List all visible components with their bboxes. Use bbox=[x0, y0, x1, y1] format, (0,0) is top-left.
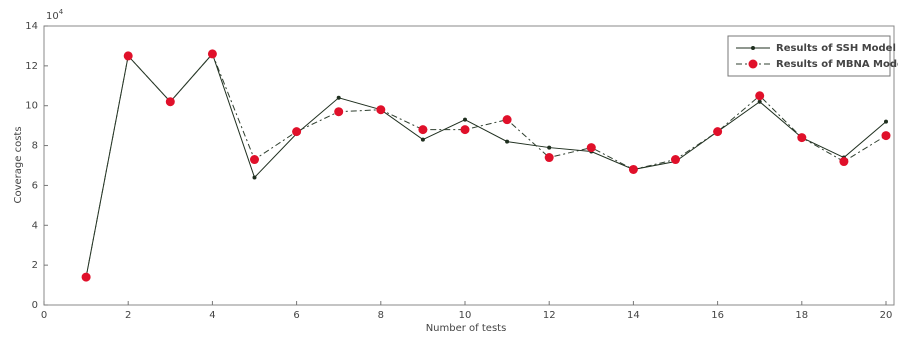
data-point bbox=[460, 125, 470, 135]
data-point bbox=[376, 105, 386, 115]
plot-frame bbox=[43, 25, 895, 306]
legend-label: Results of MBNA Model bbox=[776, 59, 898, 70]
x-tick-label: 8 bbox=[378, 310, 384, 321]
legend-label: Results of SSH Model bbox=[776, 43, 896, 54]
data-point bbox=[628, 164, 638, 174]
data-point bbox=[463, 117, 467, 122]
data-point bbox=[884, 119, 888, 124]
data-point bbox=[713, 127, 723, 137]
legend-marker bbox=[748, 59, 758, 69]
data-point bbox=[502, 115, 512, 125]
legend bbox=[727, 35, 891, 77]
data-point bbox=[757, 99, 762, 104]
y-tick-label: 4 bbox=[32, 220, 38, 231]
x-tick-label: 4 bbox=[209, 310, 215, 321]
data-point bbox=[165, 97, 175, 107]
x-tick-label: 2 bbox=[125, 310, 131, 321]
legend-marker bbox=[751, 46, 755, 50]
x-tick-label: 0 bbox=[41, 310, 47, 321]
y-tick-label: 14 bbox=[25, 21, 38, 32]
y-tick-label: 6 bbox=[32, 180, 38, 191]
x-tick-label: 20 bbox=[880, 310, 893, 321]
data-point bbox=[123, 51, 133, 61]
x-tick-label: 12 bbox=[543, 310, 556, 321]
data-point bbox=[292, 127, 302, 137]
series-line bbox=[85, 52, 887, 278]
x-tick-label: 10 bbox=[459, 310, 472, 321]
data-point bbox=[671, 155, 680, 165]
y-multiplier: 104 bbox=[46, 8, 64, 22]
x-tick-label: 16 bbox=[711, 310, 724, 321]
data-point bbox=[797, 133, 807, 143]
data-point bbox=[544, 153, 554, 163]
data-point bbox=[252, 175, 257, 180]
data-point bbox=[418, 125, 428, 135]
y-axis-label: Coverage costs bbox=[13, 126, 24, 203]
data-point bbox=[881, 131, 891, 141]
data-point bbox=[250, 155, 259, 165]
x-tick-label: 18 bbox=[795, 310, 808, 321]
data-point bbox=[336, 95, 341, 100]
data-point bbox=[505, 139, 510, 144]
x-axis-label: Number of tests bbox=[426, 323, 507, 334]
data-point bbox=[839, 157, 849, 167]
x-tick-label: 14 bbox=[627, 310, 640, 321]
data-point bbox=[207, 49, 217, 59]
series-line bbox=[85, 52, 887, 278]
data-point bbox=[586, 143, 596, 153]
y-tick-label: 0 bbox=[32, 300, 38, 311]
y-tick-label: 8 bbox=[32, 141, 38, 152]
data-point bbox=[81, 272, 91, 282]
y-tick-label: 12 bbox=[25, 61, 38, 72]
data-point bbox=[755, 91, 765, 101]
data-point bbox=[420, 137, 425, 142]
y-tick-label: 10 bbox=[25, 101, 38, 112]
data-point bbox=[334, 107, 344, 117]
data-point bbox=[547, 145, 552, 150]
x-tick-label: 6 bbox=[293, 310, 299, 321]
y-tick-label: 2 bbox=[32, 260, 38, 271]
